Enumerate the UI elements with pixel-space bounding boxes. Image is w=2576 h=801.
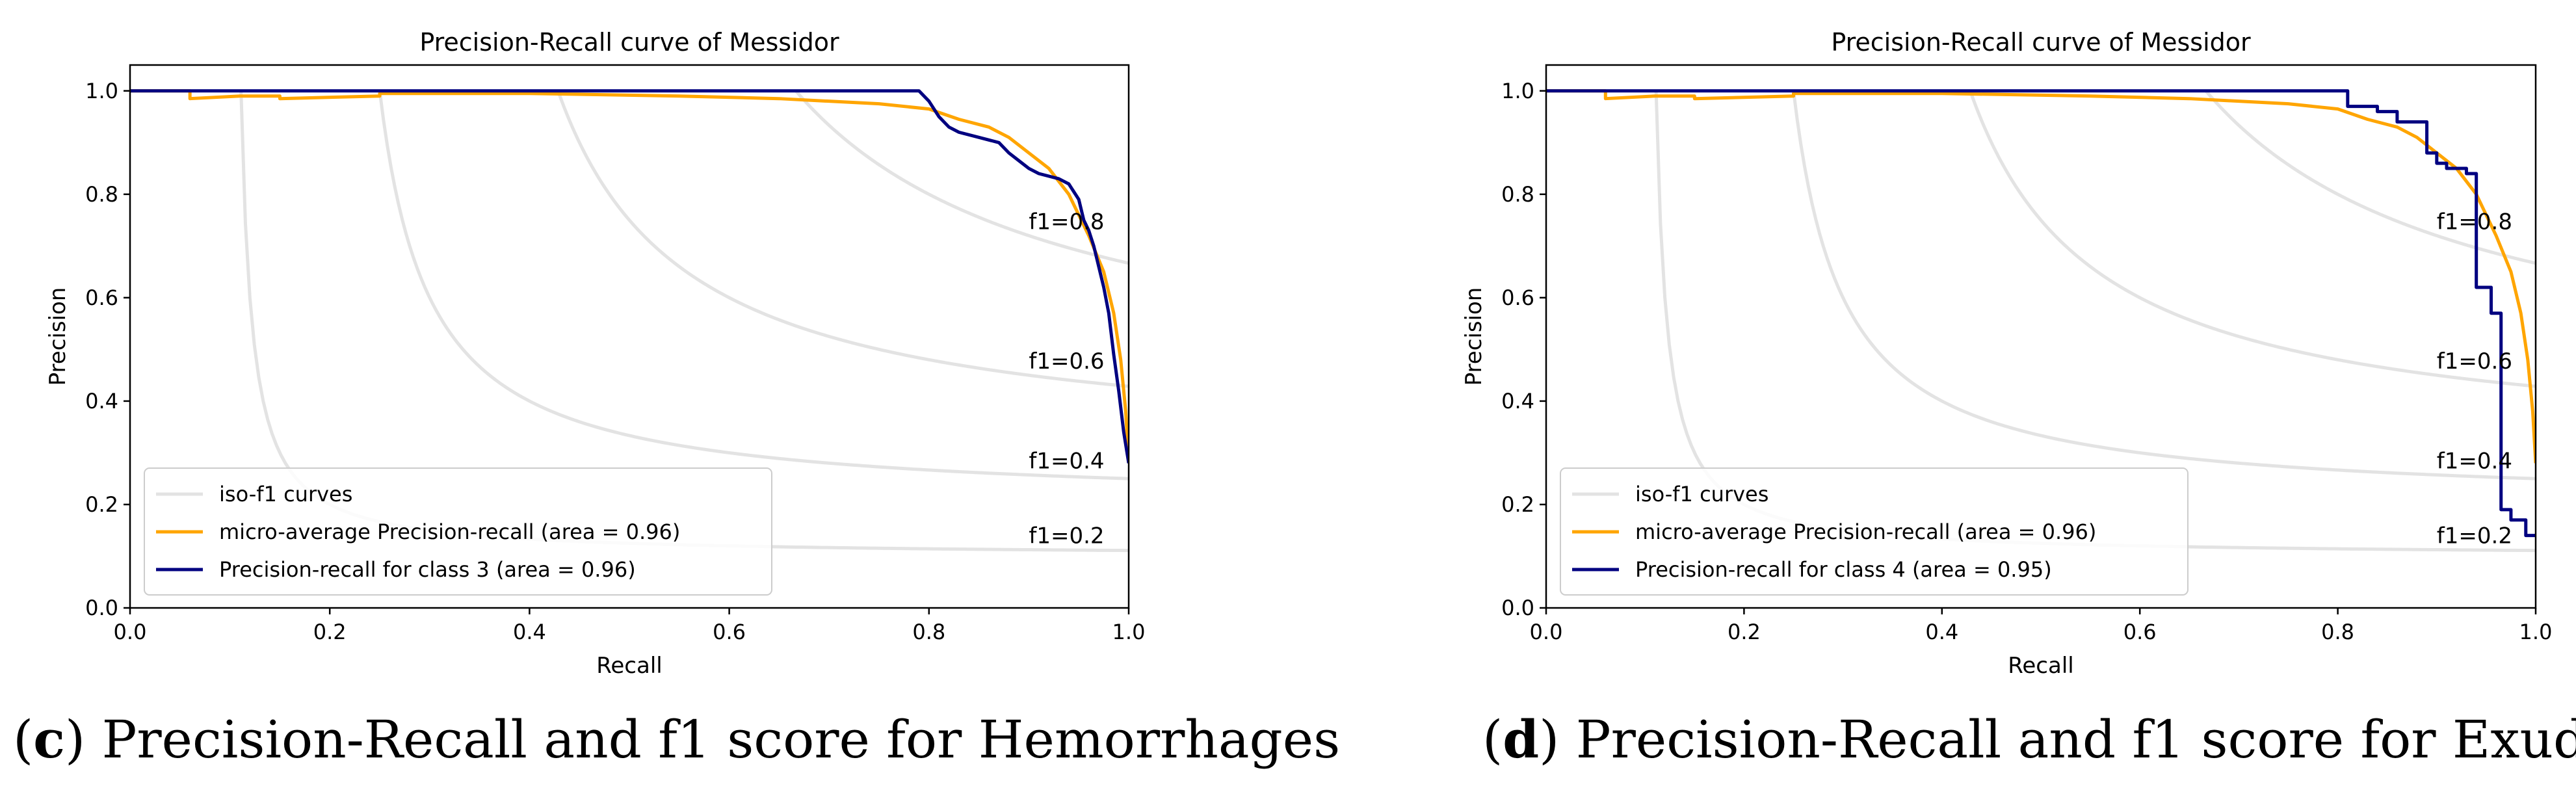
legend-class-label: Precision-recall for class 3 (area = 0.9… — [219, 557, 636, 582]
iso-f1-curve — [556, 90, 1129, 388]
y-tick-label: 1.0 — [85, 79, 118, 103]
legend: iso-f1 curves micro-average Precision-rec… — [1560, 467, 2188, 596]
y-tick-label: 0.6 — [85, 285, 118, 310]
chart-title: Precision-Recall curve of Messidor — [419, 28, 839, 57]
legend: iso-f1 curves micro-average Precision-rec… — [144, 467, 772, 596]
x-axis-label: Recall — [596, 653, 662, 679]
y-tick-label: 0.6 — [1501, 285, 1534, 310]
x-tick-label: 0.4 — [513, 620, 546, 644]
micro-average-line — [130, 89, 1129, 464]
y-axis-label: Precision — [1461, 287, 1487, 386]
legend-micro-average-label: micro-average Precision-recall (area = 0… — [219, 519, 680, 544]
y-tick-label: 0.8 — [1501, 182, 1534, 207]
y-tick-label: 0.0 — [85, 596, 118, 620]
class-pr-line — [130, 89, 1129, 464]
caption-left: (c) Precision-Recall and f1 score for He… — [13, 709, 1341, 770]
class-pr-line — [1546, 89, 2536, 538]
f1-label: f1=0.6 — [2437, 348, 2512, 374]
x-tick-label: 0.6 — [713, 620, 746, 644]
y-tick-label: 0.4 — [85, 389, 118, 414]
f1-label: f1=0.8 — [2437, 209, 2512, 235]
caption-right-letter: d — [1503, 709, 1540, 770]
chart-title: Precision-Recall curve of Messidor — [1831, 28, 2251, 57]
f1-label: f1=0.2 — [2437, 523, 2512, 549]
legend-iso-f1-label: iso-f1 curves — [1635, 482, 1768, 506]
legend-iso-f1-label: iso-f1 curves — [219, 482, 352, 506]
x-tick-label: 1.0 — [1112, 620, 1146, 644]
caption-left-text: Precision-Recall and f1 score for Hemorr… — [101, 709, 1341, 770]
iso-f1-curve — [1968, 90, 2536, 388]
axes-frame — [129, 64, 1130, 609]
caption-right: (d) Precision-Recall and f1 score for Ex… — [1482, 709, 2576, 770]
y-tick-label: 0.2 — [85, 492, 118, 517]
chart-left: f1=0.2 f1=0.4 f1=0.6 f1=0.8 0.0 0.2 0.4 0.6 0.8 1… — [45, 28, 1145, 679]
f1-label: f1=0.8 — [1029, 209, 1104, 235]
y-tick-label: 0.8 — [85, 182, 118, 207]
legend-class-label: Precision-recall for class 4 (area = 0.9… — [1635, 557, 2052, 582]
x-axis-label: Recall — [2008, 653, 2073, 679]
x-tick-label: 0.2 — [313, 620, 347, 644]
legend-box — [144, 467, 772, 596]
x-tick-label: 0.6 — [2123, 620, 2157, 644]
f1-label: f1=0.2 — [1029, 523, 1104, 549]
legend-micro-average-label: micro-average Precision-recall (area = 0… — [1635, 519, 2096, 544]
chart-right: f1=0.2 f1=0.4 f1=0.6 f1=0.8 0.0 0.2 0.4 0.6 0.8 1… — [1461, 28, 2552, 679]
f1-label: f1=0.4 — [2437, 449, 2512, 475]
f1-label: f1=0.4 — [1029, 449, 1104, 475]
micro-average-line — [1546, 89, 2536, 464]
iso-f1-curve — [795, 90, 1129, 265]
x-tick-label: 0.0 — [1530, 620, 1563, 644]
y-axis-label: Precision — [45, 287, 71, 386]
x-tick-label: 0.8 — [2321, 620, 2354, 644]
iso-f1-curve — [378, 90, 1129, 480]
x-tick-label: 0.4 — [1925, 620, 1958, 644]
x-tick-label: 0.2 — [1728, 620, 1761, 644]
y-tick-label: 0.0 — [1501, 596, 1534, 620]
x-tick-label: 1.0 — [2519, 620, 2553, 644]
y-tick-label: 1.0 — [1501, 79, 1534, 103]
iso-f1-curve — [2204, 90, 2536, 265]
f1-label: f1=0.6 — [1029, 348, 1104, 374]
iso-f1-curve — [1792, 90, 2536, 480]
legend-box — [1560, 467, 2188, 596]
x-tick-label: 0.8 — [912, 620, 945, 644]
x-tick-label: 0.0 — [114, 620, 147, 644]
caption-left-letter: c — [33, 709, 65, 770]
y-tick-label: 0.2 — [1501, 492, 1534, 517]
y-tick-label: 0.4 — [1501, 389, 1534, 414]
axes-frame — [1545, 64, 2537, 609]
caption-right-text: Precision-Recall and f1 score for Exudat… — [1575, 709, 2576, 770]
plot-area — [1546, 89, 2536, 553]
